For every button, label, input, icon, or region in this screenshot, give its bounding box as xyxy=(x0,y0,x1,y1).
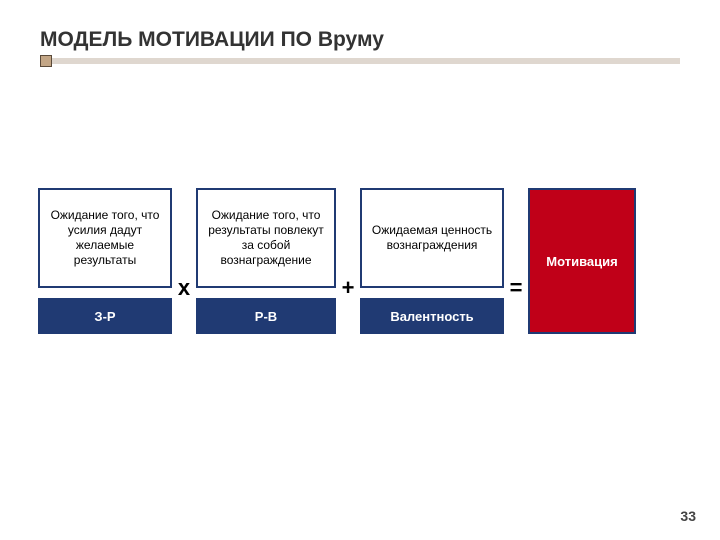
operator-3-text: = xyxy=(504,238,528,338)
operator-1: х xyxy=(172,188,196,388)
operator-2: + xyxy=(336,188,360,388)
page-title: МОДЕЛЬ МОТИВАЦИИ ПО Вруму xyxy=(40,28,680,52)
factor-col-3: Ожидаемая ценность вознаграждения Валент… xyxy=(360,188,504,388)
result-col: Мотивация xyxy=(528,188,636,388)
factor-box-3: Ожидаемая ценность вознаграждения xyxy=(360,188,504,288)
operator-1-text: х xyxy=(172,238,196,338)
factor-col-2: Ожидание того, что результаты повлекут з… xyxy=(196,188,336,388)
factor-box-1: Ожидание того, что усилия дадут желаемые… xyxy=(38,188,172,288)
operator-3: = xyxy=(504,188,528,388)
factor-label-3: Валентность xyxy=(360,298,504,334)
vroom-model-diagram: Ожидание того, что усилия дадут желаемые… xyxy=(38,188,682,388)
result-box: Мотивация xyxy=(528,188,636,334)
accent-square xyxy=(40,55,52,67)
accent-bar xyxy=(40,58,680,64)
factor-box-2: Ожидание того, что результаты повлекут з… xyxy=(196,188,336,288)
factor-label-2: Р-В xyxy=(196,298,336,334)
title-area: МОДЕЛЬ МОТИВАЦИИ ПО Вруму xyxy=(0,0,720,64)
operator-2-text: + xyxy=(336,238,360,338)
factor-col-1: Ожидание того, что усилия дадут желаемые… xyxy=(38,188,172,388)
page-number: 33 xyxy=(680,508,696,524)
factor-label-1: З-Р xyxy=(38,298,172,334)
